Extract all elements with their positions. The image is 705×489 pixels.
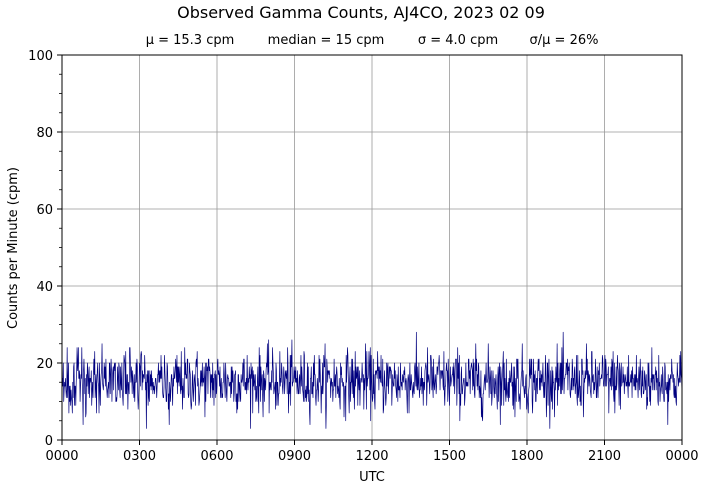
x-tick-label-2: 0600 [200,449,233,464]
x-tick-label-7: 2100 [588,449,621,464]
x-axis: 0000 0300 0600 0900 1200 1500 1800 2100 0000 [45,440,699,464]
x-tick-label-6: 1800 [510,449,543,464]
y-tick-label-5: 100 [28,49,53,64]
x-tick-label-1: 0300 [123,449,156,464]
y-axis: 0 20 40 60 80 100 [28,49,62,449]
x-tick-label-0: 0000 [45,449,78,464]
stat-sigma: σ = 4.0 cpm [418,33,498,48]
x-tick-label-4: 1200 [355,449,388,464]
series-layer [61,331,683,429]
x-axis-label: UTC [359,470,385,485]
y-tick-label-0: 0 [45,434,53,449]
grid [61,54,683,441]
stat-mean: μ = 15.3 cpm [146,33,235,48]
series-line [61,331,683,429]
y-axis-label: Counts per Minute (cpm) [6,167,21,329]
y-tick-label-1: 20 [36,357,53,372]
y-tick-label-4: 80 [36,126,53,141]
x-tick-label-5: 1500 [433,449,466,464]
y-tick-label-2: 40 [36,280,53,295]
stat-median: median = 15 cpm [268,33,385,48]
chart-title: Observed Gamma Counts, AJ4CO, 2023 02 09 [177,3,545,22]
x-tick-label-3: 0900 [278,449,311,464]
stat-ratio: σ/μ = 26% [530,33,599,48]
y-tick-label-3: 60 [36,203,53,218]
x-tick-label-8: 0000 [665,449,698,464]
